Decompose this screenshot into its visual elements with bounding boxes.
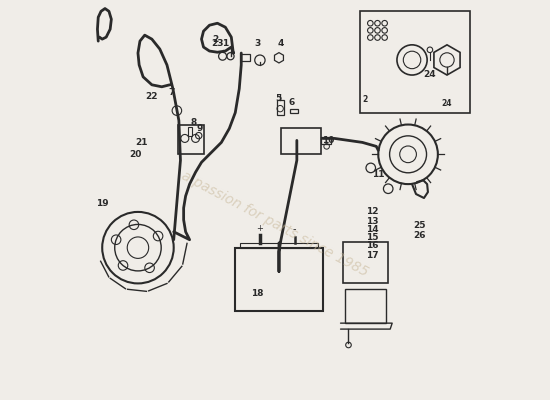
- Text: 8: 8: [190, 118, 197, 127]
- Text: 2: 2: [212, 35, 218, 44]
- Text: 7: 7: [168, 88, 175, 97]
- Text: 3: 3: [254, 38, 260, 48]
- Text: 2: 2: [362, 95, 368, 104]
- Text: 23: 23: [211, 38, 224, 48]
- Bar: [240, 243, 318, 248]
- Text: 12: 12: [366, 208, 378, 216]
- Text: 13: 13: [366, 217, 378, 226]
- Text: a passion for parts since 1985: a passion for parts since 1985: [179, 168, 371, 279]
- Bar: [281, 128, 321, 154]
- Bar: [277, 100, 284, 114]
- Bar: [178, 124, 204, 154]
- Text: 17: 17: [366, 251, 378, 260]
- Bar: [290, 109, 298, 114]
- Text: 10: 10: [322, 136, 335, 145]
- Bar: [241, 54, 250, 61]
- Text: 24: 24: [442, 99, 452, 108]
- Text: 25: 25: [414, 221, 426, 230]
- Text: 1: 1: [222, 38, 228, 48]
- Bar: [343, 242, 388, 284]
- Text: 6: 6: [289, 98, 295, 107]
- Text: 22: 22: [146, 92, 158, 101]
- Text: 15: 15: [366, 233, 378, 242]
- Text: 26: 26: [414, 231, 426, 240]
- Text: 4: 4: [278, 38, 284, 48]
- Bar: [189, 126, 192, 136]
- Text: 14: 14: [366, 225, 378, 234]
- Text: 24: 24: [424, 70, 436, 79]
- Text: -: -: [293, 224, 296, 234]
- Text: 5: 5: [275, 94, 281, 103]
- Bar: [235, 248, 323, 311]
- Bar: [344, 289, 386, 323]
- Text: 19: 19: [96, 200, 108, 208]
- Text: 9: 9: [196, 124, 203, 133]
- Text: 11: 11: [372, 170, 384, 179]
- Bar: [321, 137, 332, 144]
- Text: +: +: [256, 224, 263, 233]
- Text: 18: 18: [251, 289, 263, 298]
- Text: 21: 21: [136, 138, 148, 147]
- Text: 16: 16: [366, 241, 378, 250]
- Text: 20: 20: [129, 150, 141, 159]
- Bar: [360, 11, 470, 113]
